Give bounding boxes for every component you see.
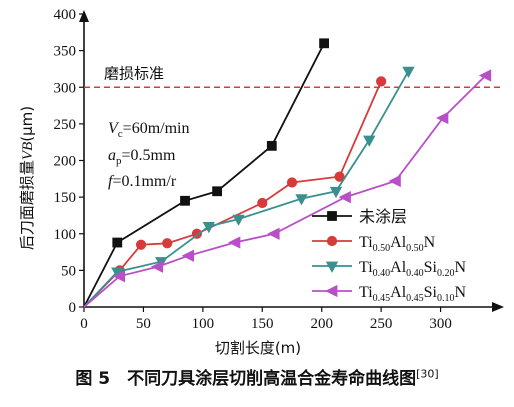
data-point xyxy=(150,260,164,273)
y-tick-label: 300 xyxy=(54,80,77,96)
data-point xyxy=(388,174,401,188)
data-point xyxy=(212,186,223,197)
data-point xyxy=(436,111,449,125)
y-tick-label: 0 xyxy=(69,300,77,316)
caption-reference: [30] xyxy=(416,367,439,381)
figure-caption: 图 5 不同刀具涂层切削高温合金寿命曲线图[30] xyxy=(0,364,514,389)
y-axis-label: 后刀面磨损量VB(μm) xyxy=(18,106,36,250)
x-tick-label: 250 xyxy=(370,316,393,332)
data-point xyxy=(267,227,280,240)
data-point xyxy=(376,76,387,87)
plot-area: 0 50 100 150 200 250 300 0 50 100 150 200 250 300 350 4… xyxy=(54,7,504,332)
data-point xyxy=(232,214,245,226)
legend-item: Ti0.50Al0.50N xyxy=(312,234,436,254)
data-point xyxy=(266,140,277,151)
y-tick-label: 150 xyxy=(54,190,77,206)
series-line xyxy=(83,42,325,308)
data-point xyxy=(162,238,173,249)
legend-label: Ti0.40Al0.40Si0.20N xyxy=(359,259,467,279)
x-tick-label: 50 xyxy=(136,316,151,332)
data-point xyxy=(257,197,268,209)
data-point xyxy=(181,249,194,262)
series-3 xyxy=(83,69,492,308)
data-point xyxy=(329,186,343,199)
data-point xyxy=(319,38,329,49)
data-point xyxy=(180,195,190,206)
x-tick-label: 100 xyxy=(192,316,215,332)
legend-item: Ti0.45Al0.45Si0.10N xyxy=(312,284,467,304)
data-point xyxy=(295,194,308,206)
caption-text: 图 5 不同刀具涂层切削高温合金寿命曲线图 xyxy=(75,369,417,389)
legend-marker xyxy=(325,261,339,273)
y-tick-label: 50 xyxy=(61,263,76,279)
legend-marker xyxy=(325,284,338,298)
series-1 xyxy=(83,76,387,308)
series-0 xyxy=(83,38,329,308)
param-f: f=0.1mm/r xyxy=(108,173,177,190)
wear-threshold-label: 磨损标准 xyxy=(104,64,164,82)
data-point xyxy=(363,135,376,147)
data-point xyxy=(112,270,126,283)
legend-marker xyxy=(327,211,337,221)
y-tick-label: 250 xyxy=(54,117,77,133)
data-point xyxy=(402,66,415,78)
x-tick-label: 0 xyxy=(80,316,88,332)
y-tick-label: 100 xyxy=(54,227,77,243)
series-line xyxy=(83,74,487,308)
y-tick-label: 200 xyxy=(54,154,77,170)
data-point xyxy=(112,237,123,248)
legend-label: 未涂层 xyxy=(359,208,407,226)
x-axis-arrow xyxy=(492,302,504,312)
x-tick-label: 300 xyxy=(429,316,452,332)
legend-label: Ti0.50Al0.50N xyxy=(359,234,436,254)
legend-item: 未涂层 xyxy=(312,208,407,226)
param-vc: Vc=60m/min xyxy=(108,120,189,140)
y-tick-label: 400 xyxy=(54,7,77,23)
y-axis-arrow xyxy=(79,10,89,22)
data-point xyxy=(334,171,345,182)
x-tick-label: 150 xyxy=(251,316,274,332)
data-point xyxy=(202,222,215,234)
data-point xyxy=(478,69,492,82)
param-ap: ap=0.5mm xyxy=(108,147,176,167)
x-axis-label: 切割长度(m) xyxy=(215,339,301,357)
x-tick-label: 200 xyxy=(310,316,333,332)
data-point xyxy=(338,190,351,204)
legend-marker xyxy=(326,235,338,247)
y-tick-label: 350 xyxy=(54,44,77,60)
legend: 未涂层 Ti0.50Al0.50N Ti0.40Al0.40Si0.20N Ti0.4… xyxy=(312,208,467,304)
wear-chart: 0 50 100 150 200 250 300 0 50 100 150 200 250 300 350 4… xyxy=(18,7,504,357)
data-point xyxy=(286,177,298,188)
series-2 xyxy=(83,66,415,308)
data-point xyxy=(135,239,147,250)
data-point xyxy=(228,236,241,249)
legend-label: Ti0.45Al0.45Si0.10N xyxy=(359,284,467,304)
legend-item: Ti0.40Al0.40Si0.20N xyxy=(312,259,467,279)
